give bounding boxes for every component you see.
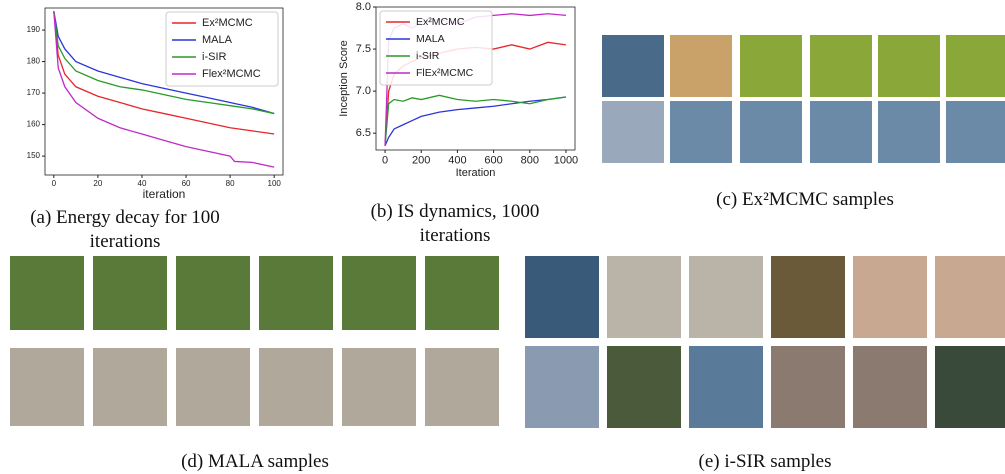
series-line bbox=[53, 11, 275, 135]
series-line bbox=[384, 96, 567, 147]
sample-image bbox=[771, 346, 845, 428]
caption: (b) IS dynamics, 1000 iterations bbox=[370, 201, 540, 246]
series-line bbox=[53, 11, 275, 115]
legend-box bbox=[165, 11, 279, 87]
y-tick-label: 7.0 bbox=[356, 85, 371, 97]
samples-d bbox=[10, 256, 499, 426]
x-axis-label: Iteration bbox=[456, 167, 496, 179]
legend: Ex²MCMC MALA i-SIR FlEx²MCMC bbox=[379, 10, 493, 86]
sample-image bbox=[935, 256, 1005, 338]
x-tick-label: 60 bbox=[182, 179, 191, 188]
series-line bbox=[53, 11, 275, 115]
sample-image bbox=[602, 101, 664, 163]
samples-e bbox=[525, 256, 1005, 428]
sample-image bbox=[525, 256, 599, 338]
sample-image bbox=[670, 35, 732, 97]
sample-image bbox=[670, 101, 732, 163]
sample-image bbox=[935, 346, 1005, 428]
sample-image bbox=[607, 346, 681, 428]
legend-label: i-SIR bbox=[202, 51, 227, 63]
y-tick-label: 170 bbox=[27, 88, 41, 97]
sample-image bbox=[93, 348, 167, 426]
series-line bbox=[384, 94, 567, 146]
y-tick-label: 180 bbox=[27, 57, 41, 66]
sample-image bbox=[946, 35, 1005, 97]
plot-frame bbox=[375, 6, 576, 151]
legend-label: Ex²MCMC bbox=[202, 17, 253, 29]
sample-image bbox=[425, 348, 499, 426]
x-tick-label: 1000 bbox=[554, 155, 578, 167]
sample-image bbox=[740, 35, 802, 97]
sample-image bbox=[10, 348, 84, 426]
sample-image bbox=[93, 256, 167, 330]
legend-box bbox=[379, 10, 493, 86]
plot-frame bbox=[44, 7, 284, 176]
sample-image bbox=[689, 346, 763, 428]
sample-image bbox=[853, 256, 927, 338]
sample-image bbox=[810, 35, 872, 97]
y-tick-label: 7.5 bbox=[356, 43, 371, 55]
sample-image bbox=[853, 346, 927, 428]
sample-image bbox=[425, 256, 499, 330]
sample-image bbox=[259, 256, 333, 330]
sample-image bbox=[176, 348, 250, 426]
x-tick-label: 80 bbox=[226, 179, 235, 188]
x-axis-label: iteration bbox=[143, 187, 186, 201]
sample-image bbox=[259, 348, 333, 426]
sample-image bbox=[342, 256, 416, 330]
sample-image bbox=[740, 101, 802, 163]
sample-image bbox=[525, 346, 599, 428]
sample-image bbox=[771, 256, 845, 338]
legend-label: MALA bbox=[416, 33, 445, 45]
caption: (e) i-SIR samples bbox=[698, 451, 832, 472]
legend: Ex²MCMC MALA i-SIR Flex²MCMC bbox=[165, 11, 279, 87]
x-tick-label: 400 bbox=[448, 155, 466, 167]
sample-image bbox=[878, 101, 940, 163]
series-line bbox=[53, 11, 275, 168]
sample-image bbox=[689, 256, 763, 338]
legend-label: Flex²MCMC bbox=[202, 68, 261, 80]
sample-image bbox=[607, 256, 681, 338]
legend-label: i-SIR bbox=[416, 50, 440, 62]
x-tick-label: 40 bbox=[138, 179, 147, 188]
y-tick-label: 190 bbox=[27, 25, 41, 34]
legend-label: MALA bbox=[202, 34, 233, 46]
y-axis-label: Inception Score bbox=[338, 40, 350, 116]
x-tick-label: 600 bbox=[484, 155, 502, 167]
y-tick-label: 8.0 bbox=[356, 1, 371, 13]
samples-c bbox=[602, 35, 1005, 163]
caption: (c) Ex²MCMC samples bbox=[716, 189, 894, 210]
y-tick-label: 150 bbox=[27, 151, 41, 160]
x-tick-label: 0 bbox=[382, 155, 388, 167]
x-tick-label: 800 bbox=[521, 155, 539, 167]
sample-image bbox=[878, 35, 940, 97]
sample-image bbox=[946, 101, 1005, 163]
sample-image bbox=[176, 256, 250, 330]
y-tick-label: 6.5 bbox=[356, 127, 371, 139]
legend-label: FlEx²MCMC bbox=[416, 67, 474, 79]
x-tick-label: 0 bbox=[52, 179, 57, 188]
sample-image bbox=[10, 256, 84, 330]
x-tick-label: 20 bbox=[93, 179, 102, 188]
caption: (a) Energy decay for 100 iterations bbox=[30, 207, 220, 252]
y-tick-label: 160 bbox=[27, 120, 41, 129]
sample-image bbox=[602, 35, 664, 97]
sample-image bbox=[810, 101, 872, 163]
x-tick-label: 200 bbox=[412, 155, 430, 167]
caption: (d) MALA samples bbox=[181, 451, 329, 472]
legend-label: Ex²MCMC bbox=[416, 16, 465, 28]
x-tick-label: 100 bbox=[268, 179, 282, 188]
sample-image bbox=[342, 348, 416, 426]
